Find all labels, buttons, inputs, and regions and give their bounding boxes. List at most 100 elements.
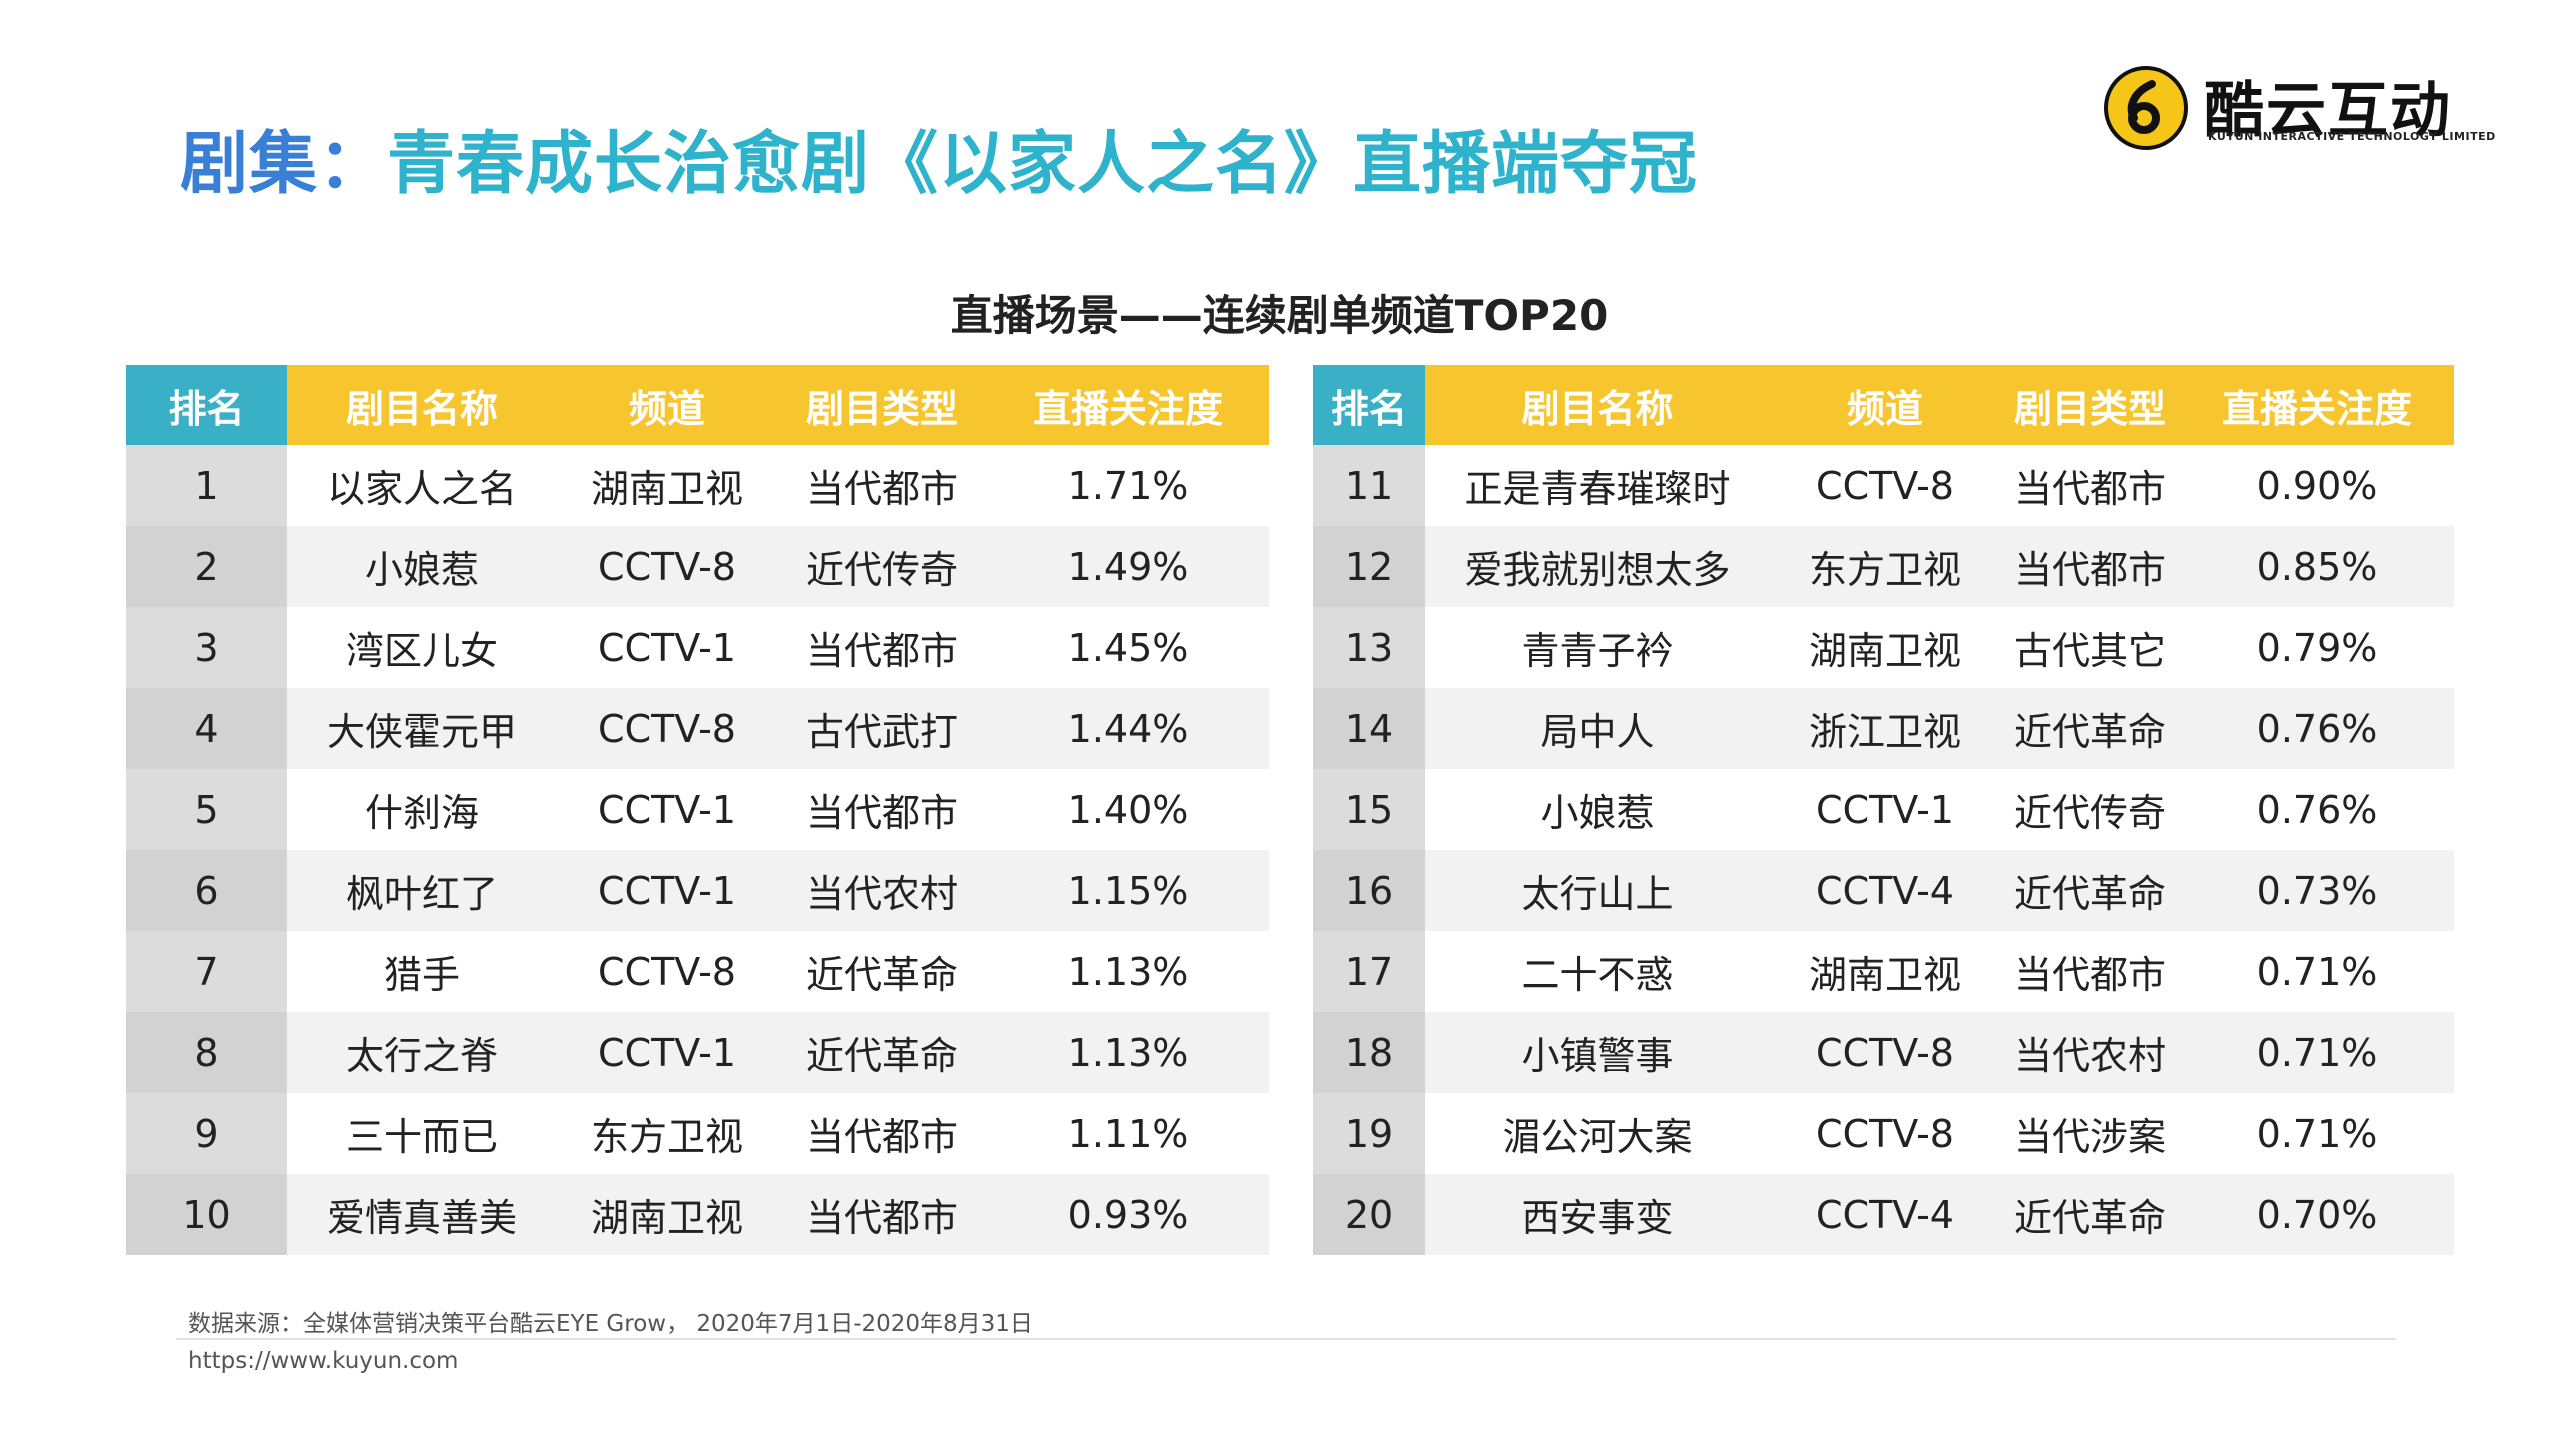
table-row: 8 太行之脊 CCTV-1 近代革命 1.13%	[126, 1012, 1269, 1093]
rank-cell: 8	[126, 1012, 287, 1093]
rank-cell: 12	[1313, 526, 1425, 607]
table-row: 6 枫叶红了 CCTV-1 当代农村 1.15%	[126, 850, 1269, 931]
genre-cell: 近代革命	[2000, 850, 2180, 931]
header-genre: 剧目类型	[777, 365, 987, 445]
ranking-table-right: 排名 剧目名称 频道 剧目类型 直播关注度 11 正是青春璀璨时 CCTV-8 当代都…	[1313, 365, 2454, 1255]
rank-cell: 7	[126, 931, 287, 1012]
channel-cell: CCTV-4	[1770, 850, 2000, 931]
genre-cell: 当代都市	[2013, 467, 2166, 511]
attention-cell: 1.45%	[1067, 625, 1189, 670]
genre-cell: 当代都市	[2013, 953, 2166, 997]
attention-cell: 0.85%	[2180, 526, 2454, 607]
attention-cell: 1.13%	[1067, 949, 1189, 994]
attention-cell: 1.11%	[1067, 1111, 1189, 1156]
drama-name-cell: 西安事变	[1425, 1174, 1770, 1255]
rank-cell: 9	[126, 1093, 287, 1174]
rank-cell: 18	[1313, 1012, 1425, 1093]
table-row: 7 猎手 CCTV-8 近代革命 1.13%	[126, 931, 1269, 1012]
channel-cell: 东方卫视	[590, 1115, 743, 1159]
channel-cell: CCTV-4	[1770, 1174, 2000, 1255]
table-row: 18 小镇警事 CCTV-8 当代农村 0.71%	[1313, 1012, 2454, 1093]
attention-cell: 1.13%	[987, 1012, 1269, 1093]
drama-name-cell: 太行山上	[1425, 850, 1770, 931]
rank-cell: 1	[126, 445, 287, 526]
channel-cell: CCTV-1	[598, 787, 736, 832]
rank-cell: 13	[1313, 607, 1425, 688]
genre-cell: 古代武打	[777, 688, 987, 769]
channel-cell: CCTV-8	[598, 949, 736, 994]
table-row: 1 以家人之名 湖南卫视 当代都市 1.71%	[126, 445, 1269, 526]
genre-cell: 当代都市	[777, 1174, 987, 1255]
drama-name-cell: 太行之脊	[287, 1012, 557, 1093]
genre-cell: 古代其它	[2013, 629, 2166, 673]
ranking-table-left: 排名 剧目名称 频道 剧目类型 直播关注度 1 以家人之名 湖南卫视 当代都市 1.71…	[126, 365, 1269, 1255]
table-row: 13 青青子衿 湖南卫视 古代其它 0.79%	[1313, 607, 2454, 688]
channel-cell: CCTV-1	[557, 1012, 777, 1093]
table-row: 12 爱我就别想太多 东方卫视 当代都市 0.85%	[1313, 526, 2454, 607]
rank-cell: 14	[1313, 688, 1425, 769]
attention-cell: 1.44%	[987, 688, 1269, 769]
header-rank: 排名	[126, 365, 287, 445]
table-row: 19 湄公河大案 CCTV-8 当代涉案 0.71%	[1313, 1093, 2454, 1174]
attention-cell: 0.79%	[2256, 625, 2378, 670]
drama-name-cell: 枫叶红了	[287, 850, 557, 931]
rank-cell: 11	[1313, 445, 1425, 526]
drama-name-cell: 大侠霍元甲	[287, 688, 557, 769]
table-row: 11 正是青春璀璨时 CCTV-8 当代都市 0.90%	[1313, 445, 2454, 526]
drama-name-cell: 以家人之名	[326, 467, 517, 511]
header-drama-name: 剧目名称	[1425, 365, 1770, 445]
drama-name-cell: 正是青春璀璨时	[1464, 467, 1731, 511]
attention-cell: 0.73%	[2180, 850, 2454, 931]
header-genre: 剧目类型	[2000, 365, 2180, 445]
drama-name-cell: 爱我就别想太多	[1425, 526, 1770, 607]
footer-divider	[176, 1338, 2396, 1340]
table-row: 16 太行山上 CCTV-4 近代革命 0.73%	[1313, 850, 2454, 931]
genre-cell: 近代传奇	[777, 526, 987, 607]
rank-cell: 3	[126, 607, 287, 688]
drama-name-cell: 二十不惑	[1521, 953, 1674, 997]
channel-cell: CCTV-8	[557, 688, 777, 769]
table-subtitle: 直播场景——连续剧单频道TOP20	[950, 291, 1609, 340]
table-header-row: 排名 剧目名称 频道 剧目类型 直播关注度	[1313, 365, 2454, 445]
attention-cell: 0.71%	[2256, 1111, 2378, 1156]
genre-cell: 当代涉案	[2013, 1115, 2166, 1159]
table-row: 3 湾区儿女 CCTV-1 当代都市 1.45%	[126, 607, 1269, 688]
header-channel: 频道	[557, 365, 777, 445]
attention-cell: 1.15%	[987, 850, 1269, 931]
drama-name-cell: 局中人	[1425, 688, 1770, 769]
rank-cell: 5	[126, 769, 287, 850]
header-attention: 直播关注度	[2180, 365, 2454, 445]
genre-cell: 近代传奇	[2013, 791, 2166, 835]
attention-cell: 1.49%	[987, 526, 1269, 607]
genre-cell: 当代都市	[805, 467, 958, 511]
table-row: 9 三十而已 东方卫视 当代都市 1.11%	[126, 1093, 1269, 1174]
channel-cell: CCTV-1	[598, 625, 736, 670]
genre-cell: 当代都市	[2000, 526, 2180, 607]
footer-url: https://www.kuyun.com	[188, 1348, 459, 1374]
channel-cell: CCTV-1	[1816, 787, 1954, 832]
channel-cell: CCTV-8	[1816, 463, 1954, 508]
kuyun-logo-mark	[2104, 66, 2188, 150]
title-prefix: 剧集：	[180, 125, 388, 204]
drama-name-cell: 青青子衿	[1521, 629, 1674, 673]
header-attention: 直播关注度	[987, 365, 1269, 445]
attention-cell: 0.71%	[2180, 1012, 2454, 1093]
drama-name-cell: 小镇警事	[1425, 1012, 1770, 1093]
genre-cell: 当代农村	[777, 850, 987, 931]
rank-cell: 10	[126, 1174, 287, 1255]
drama-name-cell: 猎手	[383, 953, 460, 997]
table-row: 10 爱情真善美 湖南卫视 当代都市 0.93%	[126, 1174, 1269, 1255]
channel-cell: 湖南卫视	[557, 1174, 777, 1255]
attention-cell: 0.76%	[2256, 787, 2378, 832]
channel-cell: CCTV-8	[1770, 1012, 2000, 1093]
rank-cell: 19	[1313, 1093, 1425, 1174]
table-body-right: 11 正是青春璀璨时 CCTV-8 当代都市 0.90% 12 爱我就别想太多 东方卫视 当代都…	[1313, 445, 2454, 1255]
drama-name-cell: 湄公河大案	[1502, 1115, 1693, 1159]
genre-cell: 当代农村	[2000, 1012, 2180, 1093]
attention-cell: 0.93%	[987, 1174, 1269, 1255]
drama-name-cell: 湾区儿女	[345, 629, 498, 673]
attention-cell: 0.70%	[2180, 1174, 2454, 1255]
attention-cell: 0.71%	[2256, 949, 2378, 994]
table-row: 14 局中人 浙江卫视 近代革命 0.76%	[1313, 688, 2454, 769]
drama-name-cell: 爱情真善美	[287, 1174, 557, 1255]
